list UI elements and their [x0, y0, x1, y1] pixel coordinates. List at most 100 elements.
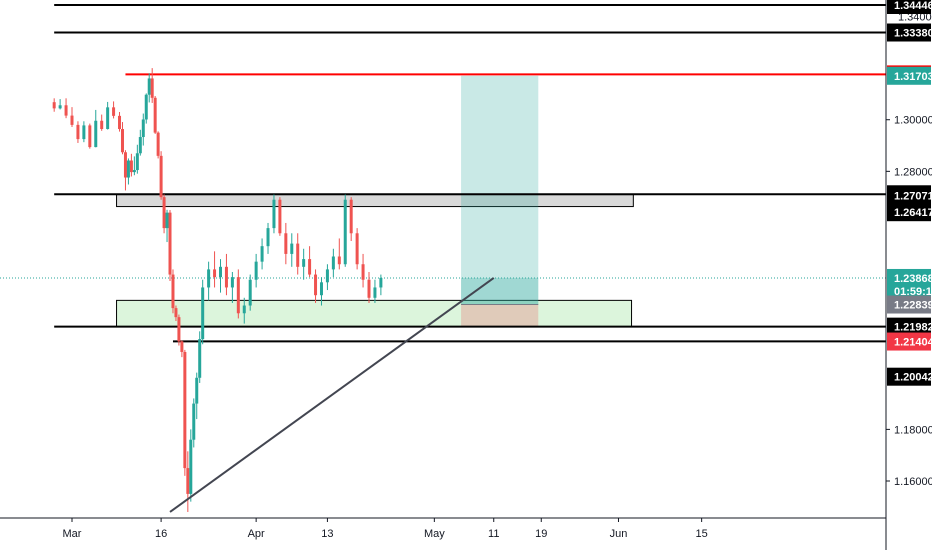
price-tag-label: 1.26417: [894, 207, 932, 219]
price-tag-label: 1.20042: [894, 372, 932, 384]
position-profit-zone: [461, 75, 539, 305]
y-tick-label: 1.18000: [894, 424, 932, 436]
candle: [379, 274, 383, 296]
price-tag-bg: [887, 332, 931, 351]
candle-body: [70, 115, 74, 125]
candle-body: [106, 107, 110, 130]
candle-body: [144, 94, 148, 120]
x-tick-label: Mar: [63, 528, 82, 540]
candle: [141, 113, 145, 146]
price-tag: 1.34446: [887, 0, 932, 14]
candle: [144, 93, 148, 124]
candle: [224, 253, 228, 296]
candle: [150, 68, 154, 103]
zones-layer: [116, 194, 634, 328]
candle: [123, 150, 127, 191]
candle-body: [120, 129, 124, 153]
price-tag-bg: [887, 295, 931, 314]
candle: [129, 153, 133, 177]
candle-body: [331, 256, 335, 270]
candle-body: [242, 305, 246, 314]
price-tag-bg: [887, 66, 931, 85]
candle: [180, 340, 184, 358]
y-tick-label: 1.30000: [894, 115, 932, 127]
candle-body: [64, 105, 68, 116]
candle: [242, 297, 246, 324]
candle: [162, 194, 166, 234]
price-tag-label: 1.31703: [894, 71, 932, 83]
position-loss-zone: [461, 304, 539, 327]
candle: [373, 279, 377, 303]
x-tick-label: 15: [696, 528, 708, 540]
candle-body: [183, 351, 187, 469]
candle: [156, 131, 160, 159]
candle-body: [159, 155, 163, 198]
candle-body: [112, 107, 116, 116]
candle-body: [290, 243, 294, 254]
price-tag-bg: [887, 317, 931, 336]
price-tag-label: 1.22839: [894, 300, 932, 312]
candle: [64, 98, 68, 119]
candle-body: [325, 269, 329, 283]
candle: [118, 111, 122, 132]
candle-body: [355, 233, 359, 265]
candle-body: [213, 269, 217, 278]
price-tag: 1.21404: [887, 332, 932, 351]
candle-body: [100, 120, 104, 130]
candle: [260, 238, 264, 270]
candle-body: [168, 212, 172, 275]
candle: [135, 144, 139, 174]
candle: [219, 259, 222, 293]
price-tag-bg: [887, 23, 931, 42]
candle: [88, 123, 92, 149]
candle-body: [141, 119, 145, 138]
price-tag-bg: [887, 186, 931, 205]
candle-body: [302, 259, 306, 267]
candle: [183, 349, 187, 476]
candle: [290, 233, 294, 267]
candle: [76, 121, 80, 143]
candle: [195, 372, 199, 420]
candle: [112, 101, 116, 119]
candle-body: [147, 78, 151, 95]
candle-body: [180, 341, 184, 352]
candle: [198, 331, 202, 383]
candle-body: [177, 317, 181, 342]
price-tag-label: 1.33380: [894, 28, 932, 40]
candle-body: [165, 212, 169, 229]
candle-body: [94, 120, 98, 148]
candle: [349, 197, 353, 242]
y-tick-label: 1.16000: [894, 476, 932, 488]
candle: [367, 271, 371, 303]
candle-body: [319, 282, 323, 296]
candle: [138, 129, 142, 156]
candle-body: [123, 152, 127, 178]
candle: [186, 451, 190, 512]
candle: [174, 305, 178, 322]
candle: [319, 277, 323, 306]
candle: [272, 194, 276, 234]
candle: [325, 264, 329, 291]
price-tag: 1.33380: [887, 23, 932, 42]
price-tag-label: 1.34446: [894, 0, 932, 12]
candle: [159, 151, 163, 200]
candle: [296, 233, 300, 275]
candle-body: [58, 105, 62, 109]
candle-body: [126, 160, 130, 178]
price-tag: 1.21982: [887, 317, 932, 336]
candle-body: [296, 243, 300, 267]
candle-body: [367, 279, 371, 298]
levels-layer: [0, 4, 886, 343]
candle: [343, 194, 347, 267]
price-tag-bg: [887, 203, 931, 222]
candle-body: [207, 269, 211, 288]
trendline: [169, 277, 495, 513]
candle: [355, 228, 359, 270]
candle: [201, 279, 205, 345]
candle: [120, 122, 124, 155]
candle: [284, 222, 288, 265]
candle: [177, 314, 181, 346]
candle-body: [260, 246, 264, 262]
